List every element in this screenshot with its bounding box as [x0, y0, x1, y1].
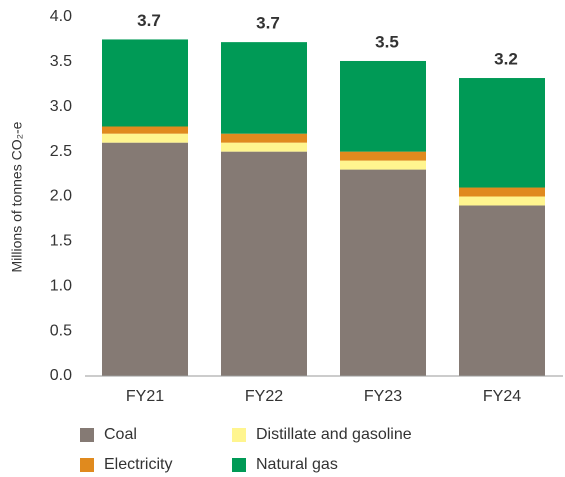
legend-label: Distillate and gasoline — [256, 426, 412, 443]
y-tick-label: 2.5 — [50, 143, 72, 160]
legend-swatch — [80, 428, 94, 442]
total-label: 3.2 — [494, 50, 518, 69]
bar-segment — [340, 151, 426, 161]
y-tick-label: 0.0 — [50, 367, 72, 384]
bar-segment — [221, 151, 307, 376]
bar-segment — [221, 42, 307, 134]
total-label: 3.7 — [256, 14, 280, 33]
y-axis-label: Millions of tonnes CO₂-e — [9, 121, 25, 272]
bar-segment — [340, 60, 426, 152]
bar-segment — [102, 133, 188, 143]
total-label: 3.5 — [375, 32, 399, 51]
legend-swatch — [80, 458, 94, 472]
legend-swatch — [232, 458, 246, 472]
bar-segment — [221, 133, 307, 143]
y-tick-label: 4.0 — [50, 8, 72, 25]
y-tick-label: 1.5 — [50, 233, 72, 250]
y-tick-label: 1.0 — [50, 277, 72, 294]
legend-label: Natural gas — [256, 456, 338, 473]
bar-segment — [102, 142, 188, 376]
legend-label: Electricity — [104, 456, 172, 473]
bar-segment — [459, 78, 545, 188]
total-label: 3.7 — [137, 11, 161, 30]
x-tick-label: FY22 — [245, 388, 283, 405]
x-tick-label: FY24 — [483, 388, 521, 405]
bar-segment — [102, 39, 188, 127]
y-tick-label: 0.5 — [50, 322, 72, 339]
legend-swatch — [232, 428, 246, 442]
x-tick-label: FY23 — [364, 388, 402, 405]
bar-segment — [459, 187, 545, 197]
bar-segment — [221, 142, 307, 152]
bar-segment — [340, 169, 426, 376]
bar-segment — [340, 160, 426, 170]
x-tick-label: FY21 — [126, 388, 164, 405]
bar-segment — [459, 205, 545, 376]
y-tick-label: 3.5 — [50, 53, 72, 70]
y-tick-label: 2.0 — [50, 188, 72, 205]
y-tick-label: 3.0 — [50, 98, 72, 115]
bar-segment — [102, 126, 188, 134]
legend-label: Coal — [104, 426, 137, 443]
bar-segment — [459, 196, 545, 206]
